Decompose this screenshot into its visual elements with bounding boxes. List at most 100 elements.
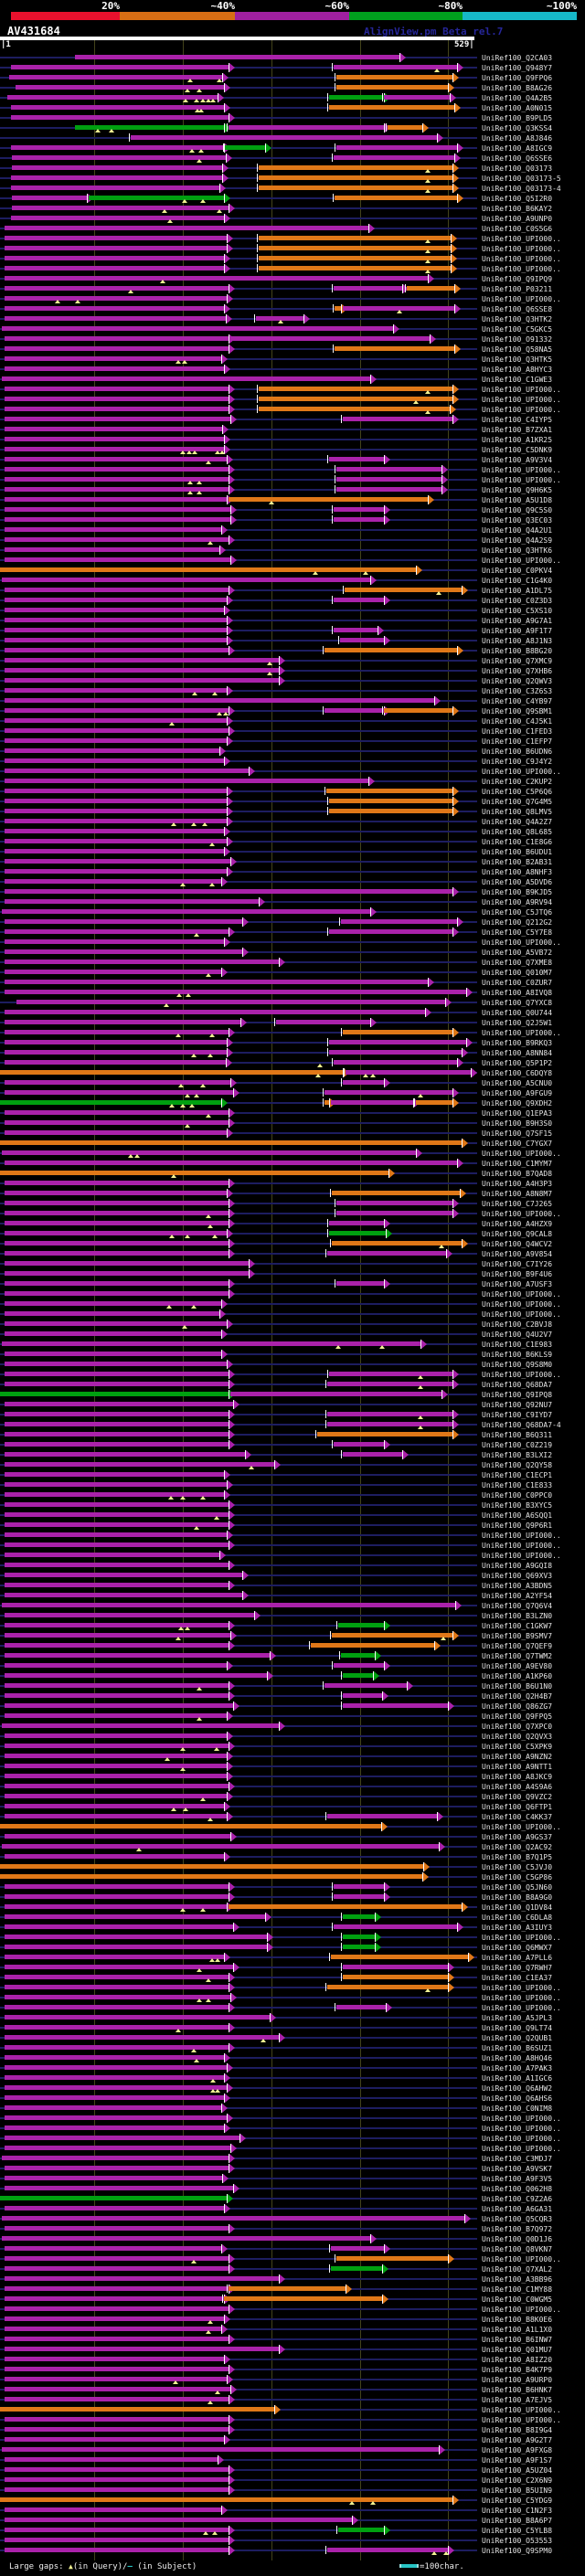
hit-label[interactable]: UniRef100_C1N2F3 [482, 2507, 553, 2515]
alignment-segment[interactable] [5, 949, 242, 954]
alignment-segment[interactable] [259, 266, 451, 270]
hit-label[interactable]: UniRef100_A5U1D8 [482, 496, 553, 504]
alignment-segment[interactable] [5, 2206, 224, 2210]
hit-label[interactable]: UniRef100_UPI000.. [482, 2004, 561, 2012]
alignment-segment[interactable] [5, 1904, 227, 1909]
alignment-segment[interactable] [5, 1593, 242, 1597]
hit-label[interactable]: UniRef100_A5VB72 [482, 949, 553, 957]
hit-label[interactable]: UniRef100_Q8LMV5 [482, 808, 553, 816]
alignment-segment[interactable] [5, 879, 221, 884]
alignment-segment[interactable] [2, 2447, 439, 2452]
hit-label[interactable]: UniRef100_A3IUY3 [482, 1924, 553, 1932]
alignment-segment[interactable] [5, 2065, 227, 2070]
alignment-segment[interactable] [334, 286, 402, 291]
alignment-segment[interactable] [5, 1965, 233, 1969]
hit-label[interactable]: UniRef100_Q9XDH2 [482, 1099, 553, 1108]
alignment-segment[interactable] [5, 819, 227, 823]
alignment-segment[interactable] [229, 2286, 346, 2291]
hit-label[interactable]: UniRef100_O91332 [482, 335, 553, 344]
alignment-segment[interactable] [5, 1352, 221, 1356]
alignment-segment[interactable] [5, 346, 229, 351]
hit-label[interactable]: UniRef100_Q7XPC0 [482, 1723, 553, 1731]
hit-label[interactable]: UniRef100_Q3KSS4 [482, 124, 553, 133]
hit-label[interactable]: UniRef100_B2AB31 [482, 858, 553, 866]
alignment-segment[interactable] [5, 1362, 227, 1366]
alignment-segment[interactable] [5, 1924, 233, 1929]
alignment-segment[interactable] [5, 1452, 245, 1457]
hit-label[interactable]: UniRef100_C9IYD7 [482, 1411, 553, 1419]
alignment-segment[interactable] [335, 346, 454, 351]
alignment-segment[interactable] [329, 105, 454, 110]
hit-label[interactable]: UniRef100_C5P6Q6 [482, 788, 553, 796]
alignment-segment[interactable] [2, 1603, 455, 1607]
alignment-segment[interactable] [5, 939, 224, 944]
alignment-segment[interactable] [340, 638, 384, 642]
alignment-segment[interactable] [5, 1945, 267, 1949]
alignment-segment[interactable] [336, 85, 448, 90]
hit-label[interactable]: UniRef100_Q6AHS6 [482, 2094, 553, 2103]
alignment-segment[interactable] [5, 2075, 224, 2080]
alignment-segment[interactable] [5, 2276, 279, 2281]
hit-label[interactable]: UniRef100_Q03173-4 [482, 185, 561, 193]
alignment-segment[interactable] [336, 145, 457, 150]
alignment-segment[interactable] [5, 2477, 229, 2482]
hit-label[interactable]: UniRef100_UPI000.. [482, 1150, 561, 1158]
alignment-segment[interactable] [5, 1633, 230, 1638]
alignment-segment[interactable] [5, 698, 434, 703]
hit-label[interactable]: UniRef100_A9GS37 [482, 1833, 553, 1841]
alignment-segment[interactable] [5, 1744, 229, 1748]
alignment-segment[interactable] [2, 2236, 370, 2241]
hit-label[interactable]: UniRef100_A9V854 [482, 1250, 553, 1258]
alignment-segment[interactable] [11, 216, 224, 220]
alignment-segment[interactable] [5, 2427, 229, 2432]
hit-label[interactable]: UniRef100_C7YGX7 [482, 1140, 553, 1148]
alignment-segment[interactable] [5, 2256, 229, 2261]
hit-label[interactable]: UniRef100_Q2QUB1 [482, 2034, 553, 2042]
hit-label[interactable]: UniRef100_Q7YXC8 [482, 999, 553, 1007]
hit-label[interactable]: UniRef100_A9FXG8 [482, 2446, 553, 2454]
alignment-segment[interactable] [12, 206, 229, 210]
alignment-segment[interactable] [276, 1020, 370, 1024]
alignment-segment[interactable] [5, 2015, 270, 2019]
hit-label[interactable]: UniRef100_A9F1T7 [482, 627, 553, 635]
alignment-segment[interactable] [5, 2146, 230, 2150]
alignment-segment[interactable] [5, 889, 452, 894]
alignment-segment[interactable] [16, 1000, 445, 1004]
hit-label[interactable]: UniRef100_C5XPK9 [482, 1743, 553, 1751]
alignment-segment[interactable] [229, 1904, 462, 1909]
alignment-segment[interactable] [5, 2125, 224, 2130]
alignment-segment[interactable] [7, 95, 218, 100]
alignment-segment[interactable] [5, 1321, 227, 1326]
hit-label[interactable]: UniRef100_C1EA37 [482, 1974, 553, 1982]
hit-label[interactable]: UniRef100_A1KP60 [482, 1672, 553, 1680]
alignment-segment[interactable] [343, 1080, 384, 1085]
hit-label[interactable]: UniRef100_B8K0E6 [482, 2316, 553, 2324]
alignment-segment[interactable] [5, 668, 279, 673]
alignment-segment[interactable] [5, 407, 229, 411]
hit-label[interactable]: UniRef100_Q7G4M5 [482, 798, 553, 806]
hit-label[interactable]: UniRef100_UPI000.. [482, 265, 561, 273]
hit-label[interactable]: UniRef100_Q9S8M0 [482, 1361, 553, 1369]
alignment-segment[interactable] [259, 397, 452, 401]
alignment-segment[interactable] [5, 628, 227, 632]
hit-label[interactable]: UniRef100_C0Z3D3 [482, 597, 553, 605]
alignment-segment[interactable] [5, 990, 466, 994]
alignment-segment[interactable] [5, 1512, 229, 1517]
alignment-segment[interactable] [5, 839, 227, 843]
alignment-segment[interactable] [259, 256, 451, 260]
hit-label[interactable]: UniRef100_A9FGU9 [482, 1089, 553, 1097]
alignment-segment[interactable] [5, 1995, 230, 1999]
alignment-segment[interactable] [5, 1914, 265, 1919]
alignment-segment[interactable] [5, 497, 227, 502]
alignment-segment[interactable] [338, 2528, 384, 2532]
alignment-segment[interactable] [416, 1100, 452, 1105]
alignment-segment[interactable] [5, 1693, 229, 1698]
alignment-segment[interactable] [5, 1372, 229, 1376]
alignment-segment[interactable] [327, 1412, 452, 1416]
alignment-segment[interactable] [5, 1573, 242, 1577]
alignment-segment[interactable] [5, 2467, 229, 2472]
alignment-segment[interactable] [16, 85, 224, 90]
alignment-segment[interactable] [5, 1432, 229, 1436]
hit-label[interactable]: UniRef100_UPI000.. [482, 2145, 561, 2153]
hit-label[interactable]: UniRef100_Q7TWM2 [482, 1652, 553, 1660]
